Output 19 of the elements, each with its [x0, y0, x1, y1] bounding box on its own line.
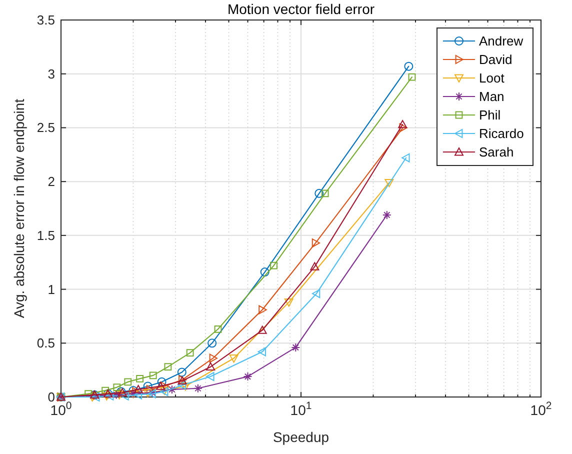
y-tick-label: 3.5 [36, 12, 55, 28]
legend-label: David [479, 52, 512, 67]
y-tick-label: 3 [48, 66, 55, 82]
legend-label: Loot [479, 70, 505, 86]
legend-label: Phil [479, 108, 501, 122]
legend-label: Man [479, 89, 504, 104]
x-tick-label: 10$^{2}$ [530, 400, 552, 418]
legend-label: Ricardo [479, 126, 524, 141]
y-axis-title: Avg. absolute error in flow endpoint [11, 98, 27, 318]
y-tick-label: 1.5 [36, 228, 55, 243]
chart-title: Motion vector field error [227, 1, 375, 17]
y-tick-label: 1 [48, 282, 55, 297]
legend-label: Sarah [479, 144, 514, 160]
y-tick-label: 2 [48, 174, 55, 190]
x-axis-title: Speedup [272, 429, 330, 445]
y-tick-label: 2.5 [36, 120, 55, 136]
y-tick-label: 0.5 [36, 336, 55, 351]
legend-label: Andrew [479, 34, 524, 48]
x-tick-label: 10$^{1}$ [290, 400, 312, 418]
